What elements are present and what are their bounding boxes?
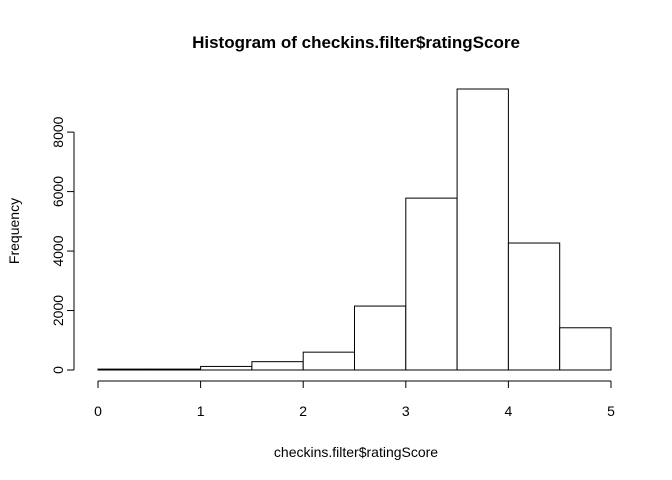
y-axis: 0 2000 4000 6000 8000 [50,116,75,374]
y-axis-label: Frequency [6,198,22,264]
x-tick-label-1: 1 [197,403,205,419]
bars-group [97,88,612,371]
x-axis-label: checkins.filter$ratingScore [274,444,438,460]
histogram-bar-2 [200,365,253,371]
y-tick-label-1: 2000 [50,295,66,326]
histogram-bar-3 [251,361,304,371]
y-tick-label-0: 0 [50,366,66,374]
histogram-bar-1 [148,368,202,371]
x-tick-label-5: 5 [607,403,615,419]
histogram-bar-6 [405,197,458,371]
y-tick-label-3: 6000 [50,176,66,207]
histogram-bar-9 [559,327,612,371]
histogram-bar-5 [354,305,407,371]
histogram-bar-8 [507,242,561,371]
x-tick-label-3: 3 [402,403,410,419]
x-axis: 0 1 2 3 4 5 [94,380,615,419]
histogram-bar-4 [302,351,356,371]
histogram-bar-0 [97,368,150,371]
chart-title: Histogram of checkins.filter$ratingScore [192,33,520,52]
y-tick-label-2: 4000 [50,235,66,266]
x-tick-label-4: 4 [505,403,513,419]
histogram-bar-7 [456,88,509,371]
y-tick-label-4: 8000 [50,116,66,147]
x-tick-label-0: 0 [94,403,102,419]
x-tick-label-2: 2 [299,403,307,419]
